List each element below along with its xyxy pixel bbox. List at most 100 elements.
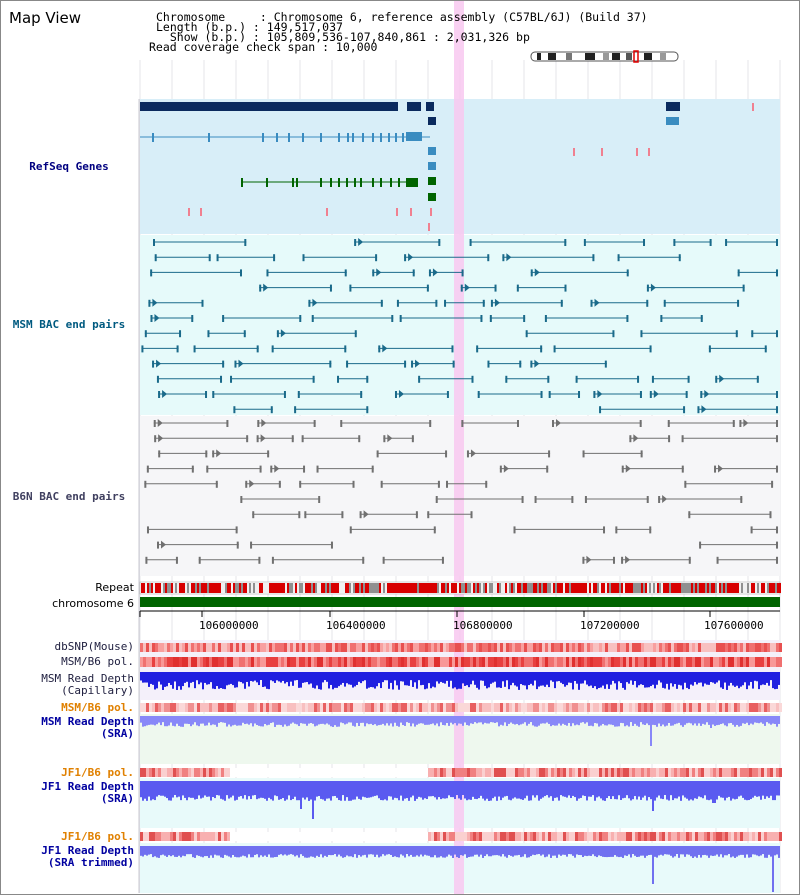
msm-pol2-density-cell [761, 703, 764, 712]
msm-pol2-density-cell [389, 703, 392, 712]
msm-capillary-depth-bar [230, 672, 232, 684]
repeat-element [563, 583, 565, 593]
msm-pol-density-cell [503, 657, 506, 667]
msm-sra-depth-bar [716, 716, 718, 726]
jf1-trim-depth-bar [202, 846, 204, 858]
track-label-b6n-bac[interactable]: B6N BAC end pairs [12, 490, 126, 503]
jf1-trim-depth-bar [294, 846, 296, 857]
track-label-msm-bac[interactable]: MSM BAC end pairs [12, 318, 126, 331]
track-label-jf1-depth-trimmed[interactable]: JF1 Read Depth (SRA trimmed) [41, 844, 134, 869]
jf1-sra-depth-bar [200, 781, 202, 799]
msm-pol-density-cell [176, 657, 179, 667]
msm-pol2-density-cell [698, 703, 701, 712]
track-label-msm-pol-2[interactable]: MSM/B6 pol. [61, 701, 134, 714]
jf1-trim-depth-bar [478, 846, 480, 857]
jf1-trim-depth-bar [522, 846, 524, 857]
repeat-element [175, 583, 177, 593]
msm-capillary-depth-bar [550, 672, 552, 681]
repeat-element [699, 583, 701, 593]
b6n-bac-pair-end [175, 556, 178, 564]
track-label-jf1-depth-sra[interactable]: JF1 Read Depth (SRA) [41, 780, 134, 805]
msm-capillary-depth-bar [154, 672, 156, 690]
jf1-trim-depth-bar [298, 846, 300, 858]
msm-capillary-depth-bar [626, 672, 628, 683]
track-label-msm-depth-capillary[interactable]: MSM Read Depth (Capillary) [41, 672, 134, 697]
repeat-element [179, 583, 181, 593]
track-label-jf1-pol[interactable]: JF1/B6 pol. [61, 766, 134, 779]
msm-capillary-depth-bar [386, 672, 388, 681]
repeat-element [415, 583, 417, 593]
msm-capillary-depth-bar [318, 672, 320, 690]
jf1-sra-depth-bar [296, 781, 298, 801]
msm-sra-depth-bar [672, 716, 674, 726]
jf1-sra-depth-bar [678, 781, 680, 797]
repeat-element [159, 583, 161, 593]
jf1-trim-depth-bar [160, 846, 162, 856]
b6n-bac-pair-end [146, 526, 149, 534]
jf1-sra-depth-bar [756, 781, 758, 797]
jf1-pol2-density-cell [275, 832, 278, 841]
msm-pol2-density-cell [740, 703, 743, 712]
msm-capillary-depth-bar [194, 672, 196, 689]
msm-bac-pair-end [649, 345, 652, 353]
track-label-msm-depth-sra[interactable]: MSM Read Depth (SRA) [41, 715, 134, 740]
repeat-element [645, 583, 647, 593]
jf1-trim-depth-bar [204, 846, 206, 857]
msm-pol2-density-cell [326, 703, 329, 712]
msm-capillary-depth-bar [758, 672, 760, 690]
jf1-pol-density-cell [575, 768, 578, 777]
msm-capillary-depth-bar [442, 672, 444, 683]
jf1-trim-depth-bar [328, 846, 330, 855]
track-label-refseq[interactable]: RefSeq Genes [29, 160, 109, 173]
jf1-pol-density-cell [725, 768, 728, 777]
track-label-jf1-pol-2[interactable]: JF1/B6 pol. [61, 830, 134, 843]
repeat-element [625, 583, 627, 593]
jf1-trim-depth-bar [462, 846, 464, 856]
jf1-trim-depth-bar [482, 846, 484, 858]
jf1-trim-depth-bar [774, 846, 776, 856]
msm-bac-pair-end [308, 299, 311, 307]
jf1-pol-density-cell [344, 768, 347, 777]
msm-capillary-depth-bar [588, 672, 590, 687]
jf1-pol2-density-cell [584, 832, 587, 841]
b6n-bac-pair-end [258, 556, 261, 564]
msm-capillary-depth-bar [292, 672, 294, 686]
jf1-trim-depth-bar [192, 846, 194, 858]
b6n-bac-pair-arrow [503, 464, 509, 473]
b6n-bac-pair-end [146, 465, 149, 473]
msm-capillary-depth-bar [300, 672, 302, 688]
jf1-trim-depth-bar [732, 846, 734, 857]
jf1-pol2-density-cell [149, 832, 152, 841]
msm-sra-depth-bar [456, 716, 458, 726]
msm-pol-density-cell [146, 657, 149, 667]
jf1-sra-depth-bar [734, 781, 736, 800]
msm-capillary-depth-bar [612, 672, 614, 681]
repeat-element [779, 583, 781, 593]
dbsnp-density-cell [374, 643, 377, 652]
dbsnp-density-cell [197, 643, 200, 652]
msm-sra-depth-bar [444, 716, 446, 726]
jf1-sra-depth-bar [648, 781, 650, 798]
jf1-sra-depth-bar [612, 781, 614, 797]
msm-pol-density-cell [188, 657, 191, 667]
repeat-element [309, 583, 311, 593]
track-label-dbsnp[interactable]: dbSNP(Mouse) [54, 640, 134, 653]
msm-pol2-density-cell [245, 703, 248, 712]
msm-capillary-depth-bar [738, 672, 740, 689]
track-label-msm-pol[interactable]: MSM/B6 pol. [61, 655, 134, 668]
jf1-sra-depth-bar [608, 781, 610, 797]
jf1-trim-depth-bar [250, 846, 252, 858]
jf1-pol2-density-cell [350, 832, 353, 841]
repeat-element [261, 583, 263, 593]
msm-bac-pair-end [489, 315, 492, 322]
jf1-pol-density-cell [311, 768, 314, 777]
msm-capillary-depth-bar [250, 672, 252, 681]
msm-capillary-depth-bar [476, 672, 478, 688]
msm-sra-depth-bar [562, 716, 564, 724]
jf1-trim-depth-bar [680, 846, 682, 855]
msm-bac-pair-end [626, 269, 629, 277]
msm-capillary-depth-bar [468, 672, 470, 688]
msm-bac-pair-end [530, 360, 533, 368]
msm-sra-depth-bar [284, 716, 286, 725]
